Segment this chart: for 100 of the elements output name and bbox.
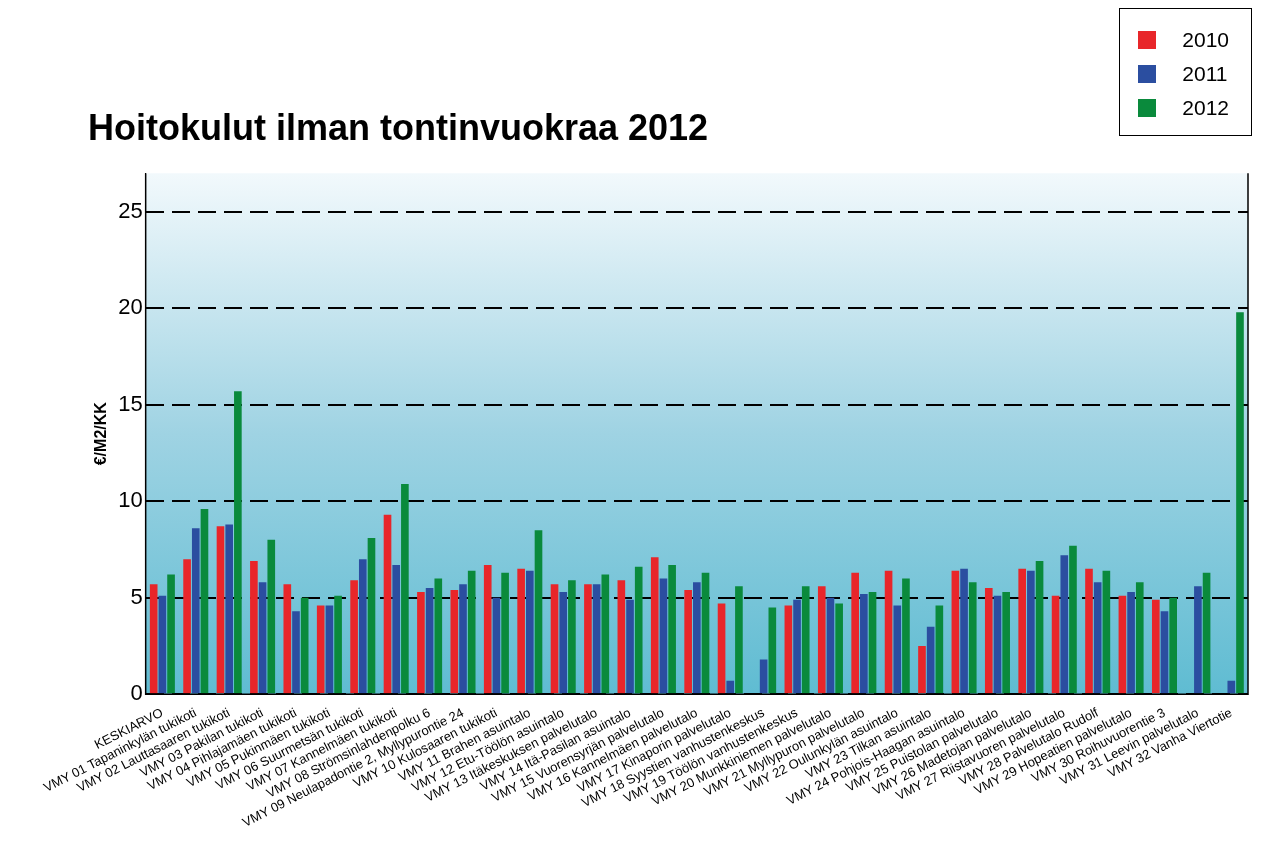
bar: [601, 574, 610, 694]
bar: [517, 568, 525, 694]
bar: [918, 645, 926, 694]
bar: [467, 570, 476, 694]
bar: [1194, 586, 1202, 694]
bar: [835, 603, 843, 694]
bar: [592, 584, 601, 694]
bar: [884, 570, 893, 694]
bar: [851, 572, 859, 694]
bar: [568, 580, 576, 694]
bar: [267, 539, 276, 694]
y-tick-label: 15: [118, 390, 143, 416]
bar: [1060, 555, 1069, 694]
bar: [817, 586, 826, 694]
y-tick-label: 0: [130, 680, 143, 706]
legend-label: 2012: [1182, 96, 1229, 120]
bar: [726, 680, 735, 694]
bar: [1236, 312, 1244, 694]
bar: [191, 528, 200, 694]
bar: [501, 572, 509, 694]
legend-label: 2010: [1182, 28, 1229, 52]
bar: [617, 580, 626, 694]
bar: [250, 561, 258, 694]
bar: [717, 603, 726, 694]
bar: [149, 584, 158, 694]
bar: [902, 578, 910, 694]
bar: [960, 568, 968, 694]
bar: [450, 590, 459, 694]
bar: [459, 584, 467, 694]
bar: [801, 586, 810, 694]
bar: [1227, 680, 1236, 694]
bar: [1085, 568, 1093, 694]
bar: [234, 391, 242, 694]
bar: [650, 557, 659, 694]
bar: [1118, 595, 1127, 694]
bar: [1160, 611, 1169, 694]
bar: [935, 605, 944, 694]
bar: [826, 597, 835, 694]
bar: [550, 584, 559, 694]
bar: [383, 514, 392, 694]
legend-label: 2011: [1182, 62, 1228, 86]
bar: [768, 607, 777, 694]
bar: [668, 564, 676, 694]
y-tick-label: 5: [130, 583, 143, 609]
bar: [693, 582, 701, 694]
bar: [325, 605, 334, 694]
bar: [183, 559, 191, 694]
bar: [225, 524, 233, 694]
bar: [1035, 561, 1044, 694]
bar: [1169, 597, 1177, 694]
bar: [659, 578, 668, 694]
bar: [334, 595, 342, 694]
bar: [1093, 582, 1102, 694]
bar: [283, 584, 292, 694]
bar: [1027, 570, 1035, 694]
bar: [1102, 570, 1111, 694]
bar: [392, 564, 401, 694]
bar: [559, 591, 568, 694]
bar: [1202, 572, 1211, 694]
bar: [893, 605, 902, 694]
bar: [1135, 582, 1144, 694]
bar: [492, 597, 501, 694]
bar: [984, 588, 993, 694]
bar: [1051, 595, 1060, 694]
bar: [167, 574, 175, 694]
bar: [258, 582, 267, 694]
bar: [584, 584, 592, 694]
bar: [525, 570, 534, 694]
bar: [367, 537, 376, 694]
bar: [401, 483, 409, 694]
bar: [200, 508, 209, 694]
bar: [1002, 591, 1010, 694]
bar: [292, 611, 300, 694]
y-tick-label: 20: [118, 294, 143, 320]
bar: [316, 605, 325, 694]
bar: [1018, 568, 1027, 694]
y-tick-label: 25: [118, 197, 143, 223]
bar: [968, 582, 977, 694]
bar: [793, 599, 801, 694]
bar: [434, 578, 443, 694]
bar: [483, 564, 492, 694]
bar: [158, 595, 167, 694]
bar: [300, 597, 309, 694]
bar: [735, 586, 743, 694]
bar: [626, 599, 634, 694]
bar: [1069, 545, 1077, 694]
bar: [634, 566, 643, 694]
bar: [216, 526, 225, 694]
bar: [684, 590, 692, 694]
bar: [350, 580, 358, 694]
y-tick-label: 10: [118, 487, 143, 513]
bar: [1127, 591, 1135, 694]
bar: [951, 570, 960, 694]
bar: [926, 626, 935, 694]
chart-title: Hoitokulut ilman tontinvuokraa 2012: [88, 106, 709, 148]
bar: [425, 588, 434, 694]
bar: [860, 593, 868, 694]
bar: [417, 591, 425, 694]
bar: [993, 595, 1002, 694]
bar: [701, 572, 710, 694]
